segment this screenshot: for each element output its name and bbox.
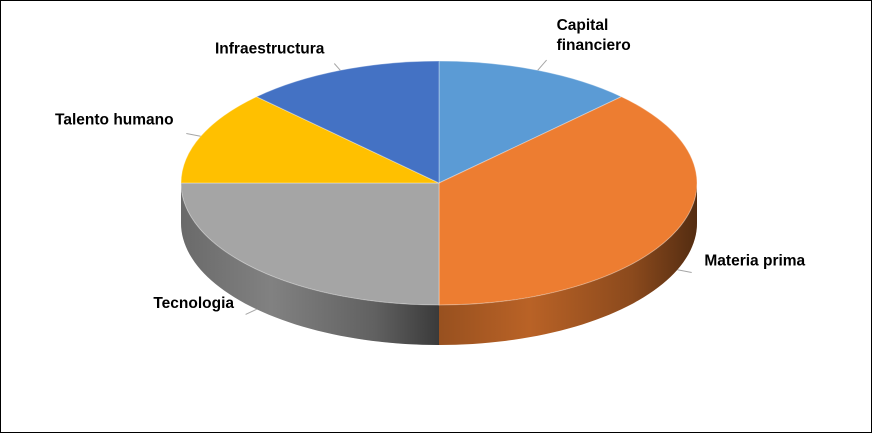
leader-line-talento-humano [186,133,201,137]
data-label-tecnologia: Tecnologia [153,295,234,312]
leader-line-tecnologia [245,308,257,315]
leader-line-capital-financiero [537,59,547,71]
pie-side-shade-materia-prima [439,183,697,345]
data-label-materia-prima: Materia prima [704,252,805,269]
leader-line-infraestructura [333,63,341,71]
data-label-capital-financiero-line-2: financiero [557,37,631,54]
pie-slice-materia-prima [438,96,698,306]
pie-slice-tecnologia [180,182,440,306]
leader-lines [186,59,692,315]
pie-slice-talento-humano [180,96,440,184]
data-labels: Capital financiero Materia prima Tecnologia… [55,17,806,312]
pie-side-shade-tecnologia [181,183,439,345]
data-label-infraestructura: Infraestructura [215,40,325,57]
leader-line-materia-prima [677,269,692,273]
pie-top-faces [180,60,698,306]
data-label-talento-humano: Talento humano [55,112,174,129]
pie-sides [181,183,697,345]
data-label-capital-financiero-line-1: Capital [557,17,609,34]
